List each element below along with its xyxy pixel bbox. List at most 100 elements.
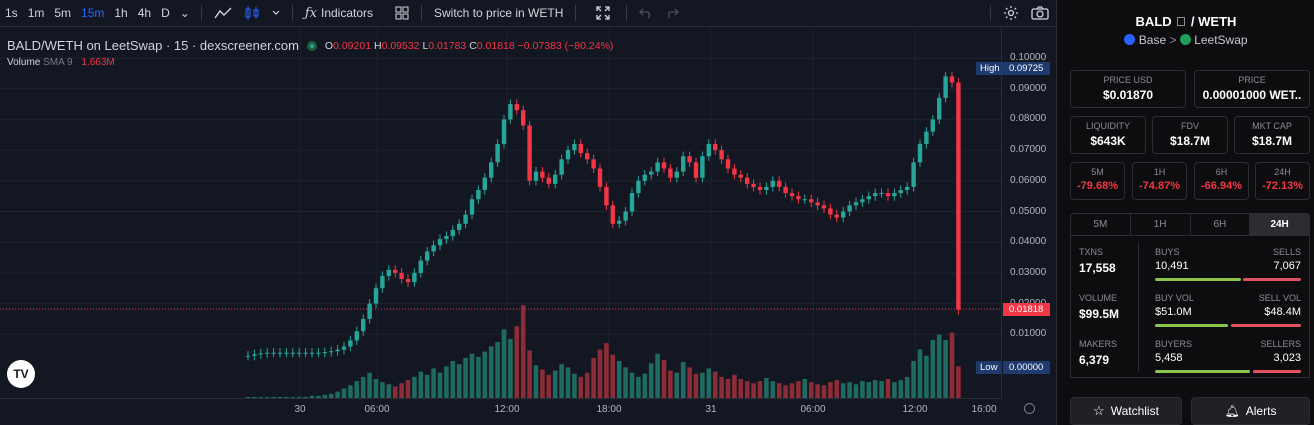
buyers-value: 5,458 (1155, 352, 1183, 364)
change-card-6h[interactable]: 6H -66.94% (1194, 162, 1249, 200)
candle-body (693, 162, 699, 178)
candle-body (341, 346, 347, 350)
volume-bar (578, 376, 584, 398)
volume-bar (866, 382, 872, 398)
candle-body (585, 153, 590, 160)
volume-bar (949, 332, 955, 398)
volume-bar (552, 370, 558, 398)
open-value: 0.09201 (333, 39, 372, 52)
sellers-bar (1253, 370, 1301, 373)
stats-divider (1138, 242, 1139, 372)
time-tick-label: 12:00 (494, 404, 520, 415)
price-tick-label: 0.10000 (1010, 52, 1047, 63)
timeframe-15m[interactable]: 15m (81, 6, 105, 20)
candle-body (604, 186, 609, 206)
tradingview-logo[interactable]: TV (7, 360, 35, 388)
volume-bar (392, 386, 398, 398)
volume-bar (783, 385, 788, 398)
candle-body (821, 205, 827, 209)
volume-bar (725, 379, 731, 398)
time-axis[interactable]: 30 06:00 12:00 18:00 31 06:00 12:00 16:00 (0, 398, 1035, 425)
screenshot-button[interactable] (1025, 6, 1055, 20)
timeframe-more-icon[interactable]: ⌄ (179, 6, 190, 20)
volume-bar (680, 362, 686, 398)
volume-bar (303, 396, 308, 398)
toolbar-divider (421, 5, 423, 21)
visibility-icon[interactable] (306, 40, 317, 51)
timeframe-1m[interactable]: 1m (27, 6, 45, 20)
change-label: 1H (1153, 167, 1166, 177)
chain-dex: Base > LeetSwap (1057, 33, 1314, 47)
chart-type-candle-button[interactable] (238, 6, 266, 20)
copy-icon[interactable] (1177, 17, 1186, 26)
change-card-5m[interactable]: 5M -79.68% (1070, 162, 1125, 200)
toolbar-divider (990, 5, 991, 21)
redo-button[interactable] (659, 7, 685, 19)
time-tick-label: 16:00 (971, 404, 997, 415)
candle-body (290, 352, 295, 354)
price-chart[interactable] (0, 28, 1001, 398)
candle-body (860, 199, 865, 203)
volume-bar (930, 339, 936, 398)
change-card-24h[interactable]: 24H -72.13% (1255, 162, 1310, 200)
candle-body (565, 150, 571, 160)
pair-header: BALD / WETH (1057, 14, 1314, 29)
volume-bar (917, 349, 923, 398)
candle-body (853, 202, 859, 206)
buyers-bar (1155, 370, 1250, 373)
volume-bar (924, 355, 929, 398)
volume-bar (616, 361, 622, 398)
volume-bar (335, 391, 340, 398)
tab-6h[interactable]: 6H (1191, 214, 1251, 235)
change-card-1h[interactable]: 1H -74.87% (1132, 162, 1187, 200)
price-axis[interactable]: 0.10000 0.09000 0.08000 0.07000 0.06000 0.050… (976, 28, 1055, 398)
volume-bar (610, 354, 616, 398)
volume-bar (584, 372, 590, 398)
volume-bar (296, 396, 302, 398)
timeframe-1h[interactable]: 1h (114, 6, 128, 20)
candle-body (649, 171, 654, 175)
time-settings-icon[interactable] (1024, 403, 1035, 414)
timeframe-4h[interactable]: 4h (137, 6, 152, 20)
volume-bar (546, 374, 552, 398)
candles-icon (245, 6, 259, 20)
chain-name[interactable]: Base (1138, 33, 1167, 47)
fullscreen-button[interactable] (590, 6, 616, 20)
txns-label: TXNS (1079, 247, 1104, 257)
buyers-label: BUYERS (1155, 339, 1193, 349)
volume-bar (751, 383, 756, 398)
candle-body (674, 171, 679, 178)
chart-area[interactable]: 1s 1m 5m 15m 1h 4h D ⌄ ƒx Indicators Switch to … (0, 0, 1055, 425)
layouts-button[interactable] (389, 6, 415, 20)
timeframe-5m[interactable]: 5m (54, 6, 72, 20)
tab-24h[interactable]: 24H (1250, 214, 1309, 235)
volume-value: 1.663M (81, 57, 115, 68)
volume-bar (879, 381, 884, 398)
dex-name[interactable]: LeetSwap (1194, 33, 1248, 47)
undo-button[interactable] (633, 7, 659, 19)
indicators-button[interactable]: ƒx Indicators (299, 6, 379, 21)
alerts-button[interactable]: 🔔︎ Alerts (1191, 397, 1310, 425)
volume-bar (911, 361, 916, 398)
volume-bar (687, 367, 692, 398)
chart-type-dropdown[interactable] (266, 10, 286, 16)
candle-body (834, 214, 839, 218)
timeframe-d[interactable]: D (161, 6, 170, 20)
change-value: -72.13% (1262, 180, 1303, 192)
candle-body (578, 143, 583, 154)
volume-bar (776, 383, 782, 398)
volume-bar (437, 372, 443, 398)
volume-bar (764, 377, 769, 398)
volume-bar (284, 396, 289, 398)
tab-1h[interactable]: 1H (1131, 214, 1191, 235)
timeframe-1s[interactable]: 1s (5, 6, 18, 20)
settings-button[interactable] (997, 5, 1025, 21)
tab-5m[interactable]: 5M (1071, 214, 1131, 235)
switch-price-button[interactable]: Switch to price in WETH (434, 6, 564, 20)
watchlist-button[interactable]: ☆ Watchlist (1070, 397, 1182, 425)
candle-body (469, 199, 475, 215)
price-tick-label: 0.02000 (1010, 298, 1046, 309)
volume-bar (559, 364, 564, 398)
candle-body (514, 104, 519, 111)
chart-type-line-button[interactable] (208, 6, 238, 20)
